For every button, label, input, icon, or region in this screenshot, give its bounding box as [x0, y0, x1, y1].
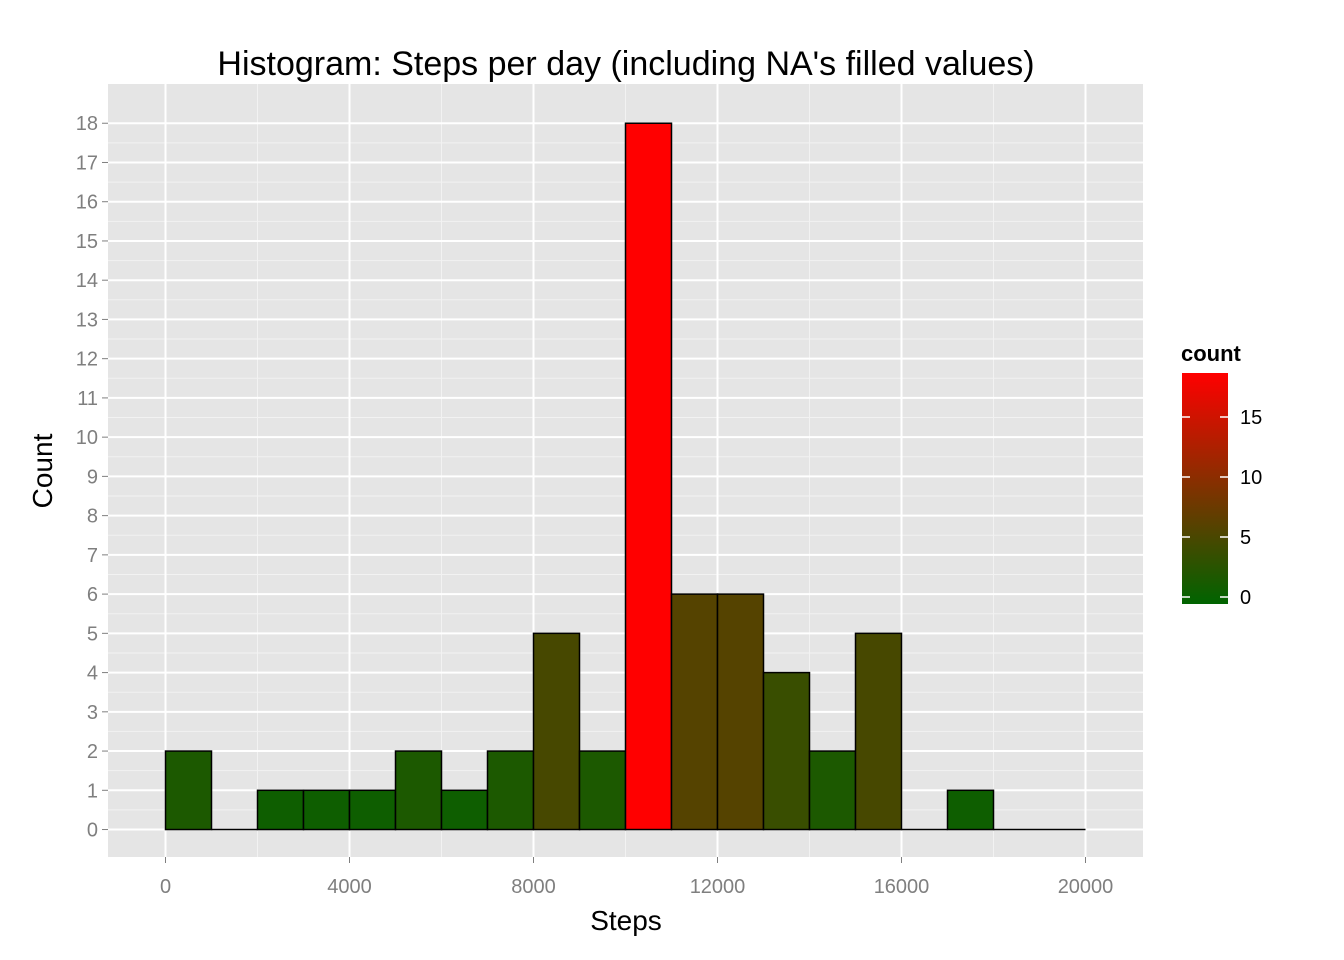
x-tick-label: 16000 — [874, 876, 930, 898]
color-legend: count 0 5 10 15 — [1181, 341, 1262, 609]
y-tick-label: 3 — [87, 702, 98, 724]
histogram-bar — [486, 750, 535, 831]
y-tick-label: 14 — [76, 270, 98, 292]
y-tick-label: 4 — [87, 663, 98, 685]
y-tick-label: 7 — [87, 545, 98, 567]
y-tick-label: 13 — [76, 309, 98, 331]
legend-label: 5 — [1240, 527, 1251, 549]
y-tick-label: 11 — [77, 388, 98, 410]
legend-label: 15 — [1240, 407, 1262, 429]
y-tick-label: 0 — [87, 820, 98, 842]
legend-ticks: 0 5 10 15 — [1182, 407, 1262, 609]
x-axis: 0 4000 8000 12000 16000 20000 — [160, 857, 1113, 898]
histogram-bar — [532, 632, 581, 831]
legend-label: 10 — [1240, 467, 1262, 489]
legend-color-bar — [1182, 373, 1228, 604]
histogram-bar — [348, 789, 397, 831]
histogram-bar — [808, 750, 857, 831]
histogram-bar — [578, 750, 627, 831]
x-tick-label: 8000 — [511, 876, 556, 898]
histogram-bar — [440, 789, 489, 831]
x-tick-label: 20000 — [1058, 876, 1114, 898]
histogram-bar — [256, 789, 305, 831]
x-axis-title: Steps — [590, 905, 662, 936]
x-tick-label: 12000 — [690, 876, 746, 898]
histogram-bar — [670, 593, 719, 831]
y-tick-label: 15 — [76, 231, 98, 253]
histogram-bar — [716, 593, 765, 831]
y-tick-label: 1 — [87, 780, 98, 802]
y-tick-label: 5 — [87, 623, 98, 645]
y-axis-title: Count — [27, 433, 58, 508]
y-tick-label: 8 — [87, 506, 98, 528]
y-tick-label: 18 — [76, 113, 98, 135]
x-tick-label: 0 — [160, 876, 171, 898]
histogram-bar — [946, 789, 995, 831]
histogram-bar — [624, 122, 673, 831]
y-tick-label: 17 — [76, 152, 98, 174]
histogram-bars — [164, 122, 1086, 831]
y-tick-label: 2 — [87, 741, 98, 763]
histogram-bar — [762, 671, 811, 831]
histogram-bar — [164, 750, 213, 831]
y-tick-label: 9 — [87, 466, 98, 488]
histogram-bar — [394, 750, 443, 831]
y-tick-label: 10 — [76, 427, 98, 449]
x-tick-label: 4000 — [327, 876, 372, 898]
legend-label: 0 — [1240, 587, 1251, 609]
y-tick-label: 12 — [76, 349, 98, 371]
chart-title: Histogram: Steps per day (including NA's… — [217, 45, 1034, 83]
legend-title: count — [1181, 341, 1242, 366]
y-tick-label: 16 — [76, 192, 98, 214]
histogram-bar — [302, 789, 351, 831]
y-tick-label: 6 — [87, 584, 98, 606]
histogram-bar — [854, 632, 903, 831]
